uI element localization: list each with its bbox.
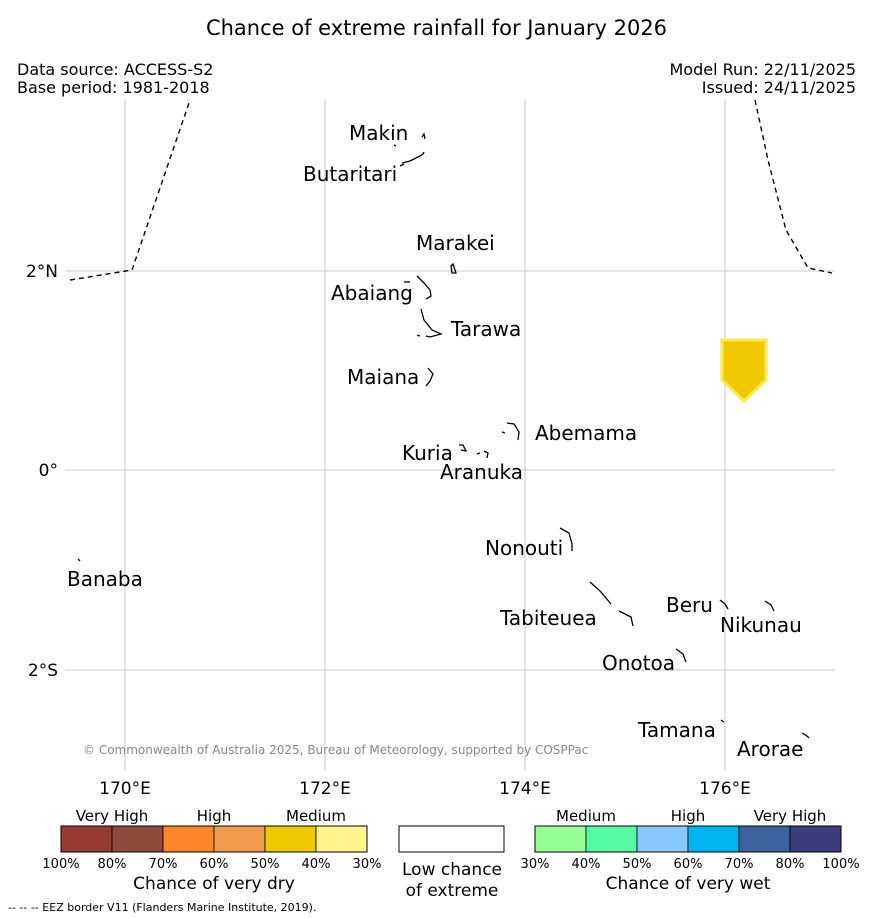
dry-tick-2: 70% bbox=[149, 857, 178, 872]
label-beru: Beru bbox=[666, 593, 713, 617]
dry-tick-0: 100% bbox=[42, 857, 79, 872]
medium-dry-region bbox=[720, 338, 768, 404]
data-source: Data source: ACCESS-S2 bbox=[17, 60, 214, 79]
low-chance-swatch bbox=[398, 825, 505, 853]
wet-cat-very-high: Very High bbox=[754, 807, 827, 825]
wet-tick-4: 70% bbox=[725, 857, 754, 872]
lat-label-2s: 2°S bbox=[28, 661, 58, 681]
label-tabiteuea: Tabiteuea bbox=[499, 606, 597, 630]
dry-tick-1: 80% bbox=[98, 857, 127, 872]
label-tarawa: Tarawa bbox=[450, 317, 521, 341]
dry-tick-5: 40% bbox=[302, 857, 331, 872]
dry-swatch-2 bbox=[162, 825, 215, 853]
wet-tick-6: 100% bbox=[822, 857, 859, 872]
label-onotoa: Onotoa bbox=[602, 651, 675, 675]
dry-swatch-1 bbox=[111, 825, 164, 853]
model-run: Model Run: 22/11/2025 bbox=[669, 60, 857, 79]
label-maiana: Maiana bbox=[347, 365, 419, 389]
wet-swatch-3 bbox=[687, 825, 740, 853]
wet-swatch-2 bbox=[636, 825, 689, 853]
wet-tick-labels: 30% 40% 50% 60% 70% 80% 100% bbox=[521, 857, 860, 872]
dry-swatch-5 bbox=[315, 825, 368, 853]
wet-tick-3: 60% bbox=[674, 857, 703, 872]
wet-swatch-1 bbox=[585, 825, 638, 853]
footnote: -- -- -- EEZ border V11 (Flanders Marine… bbox=[8, 901, 316, 914]
lon-label-174: 174°E bbox=[499, 779, 551, 799]
label-abaiang: Abaiang bbox=[331, 281, 413, 305]
issued-date: Issued: 24/11/2025 bbox=[701, 78, 856, 97]
label-butaritari: Butaritari bbox=[303, 162, 397, 186]
dry-tick-3: 60% bbox=[200, 857, 229, 872]
label-tamana: Tamana bbox=[637, 718, 716, 742]
base-period: Base period: 1981-2018 bbox=[17, 78, 210, 97]
dry-tick-6: 30% bbox=[353, 857, 382, 872]
label-aranuka: Aranuka bbox=[440, 460, 523, 484]
wet-cat-medium: Medium bbox=[556, 807, 616, 825]
dry-swatches bbox=[60, 825, 368, 853]
wet-swatch-4 bbox=[738, 825, 791, 853]
label-banaba: Banaba bbox=[67, 567, 143, 591]
label-makin: Makin bbox=[349, 121, 408, 145]
dry-cat-high: High bbox=[197, 807, 231, 825]
low-chance-line1: Low chance bbox=[402, 860, 502, 880]
eez-border bbox=[69, 99, 833, 281]
dry-tick-labels: 100% 80% 70% 60% 50% 40% 30% bbox=[42, 857, 381, 872]
dry-swatch-4 bbox=[264, 825, 317, 853]
label-marakei: Marakei bbox=[416, 231, 495, 255]
lat-label-2n: 2°N bbox=[26, 262, 58, 282]
label-nonouti: Nonouti bbox=[485, 536, 563, 560]
gridlines bbox=[65, 100, 835, 770]
wet-colorbar-title: Chance of very wet bbox=[606, 874, 771, 894]
dry-tick-4: 50% bbox=[251, 857, 280, 872]
dry-cat-very-high: Very High bbox=[76, 807, 149, 825]
dry-swatch-0 bbox=[60, 825, 113, 853]
wet-tick-1: 40% bbox=[572, 857, 601, 872]
label-arorae: Arorae bbox=[737, 737, 803, 761]
copyright-note: © Commonwealth of Australia 2025, Bureau… bbox=[83, 743, 588, 757]
island-labels: Makin Butaritari Marakei Abaiang Tarawa … bbox=[67, 121, 803, 761]
dry-swatch-3 bbox=[213, 825, 266, 853]
low-chance-line2: of extreme bbox=[406, 881, 499, 901]
label-kuria: Kuria bbox=[402, 441, 453, 465]
chart-title: Chance of extreme rainfall for January 2… bbox=[205, 16, 668, 40]
wet-colorbar: Medium High Very High 30% 40% 50% 60% 70% 80%… bbox=[521, 807, 860, 894]
wet-tick-5: 80% bbox=[776, 857, 805, 872]
wet-tick-0: 30% bbox=[521, 857, 550, 872]
dry-colorbar-title: Chance of very dry bbox=[133, 874, 295, 894]
wet-tick-2: 50% bbox=[623, 857, 652, 872]
wet-swatch-5 bbox=[789, 825, 842, 853]
low-chance-legend: Low chance of extreme bbox=[398, 825, 505, 901]
label-abemama: Abemama bbox=[535, 421, 637, 445]
axis-labels: 170°E 172°E 174°E 176°E 2°N 0° 2°S bbox=[26, 262, 751, 799]
lon-label-176: 176°E bbox=[699, 779, 751, 799]
wet-swatches bbox=[534, 825, 842, 853]
lon-label-172: 172°E bbox=[299, 779, 351, 799]
dry-cat-medium: Medium bbox=[286, 807, 346, 825]
dry-colorbar: Very High High Medium 100% 80% 70% 60% 50% 40… bbox=[42, 807, 381, 894]
wet-cat-high: High bbox=[671, 807, 705, 825]
label-nikunau: Nikunau bbox=[720, 613, 802, 637]
lat-label-0: 0° bbox=[39, 461, 58, 481]
lon-label-170: 170°E bbox=[99, 779, 151, 799]
island-outlines bbox=[77, 132, 810, 739]
wet-swatch-0 bbox=[534, 825, 587, 853]
